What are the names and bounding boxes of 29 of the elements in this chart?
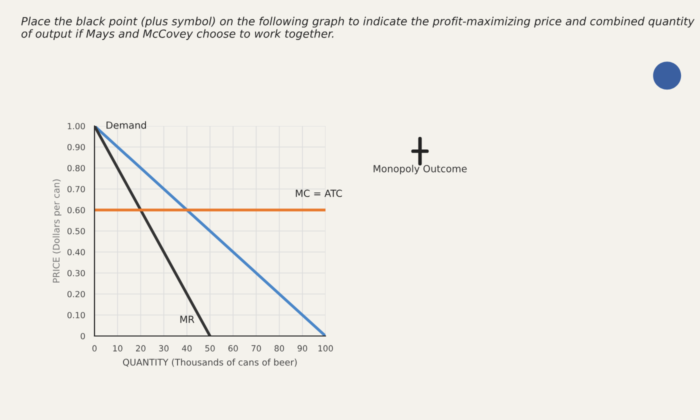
y-tick-label: 1.00 <box>68 122 85 130</box>
y-tick-label: 0.40 <box>67 248 85 256</box>
y-tick-label: 0.80 <box>67 164 85 172</box>
x-tick-label: 10 <box>113 345 122 352</box>
x-tick-label: 60 <box>228 345 238 352</box>
text: Monopoly Outcome <box>374 164 467 174</box>
x-tick-label: 20 <box>136 345 146 352</box>
series-label: Demand <box>106 121 146 129</box>
y-tick-label: 0.90 <box>67 144 85 150</box>
x-tick-label: 30 <box>159 345 169 352</box>
x-tick-label: 50 <box>205 345 215 352</box>
y-tick-label: 0.20 <box>67 290 85 298</box>
y-tick-label: 0.50 <box>67 228 85 234</box>
series-label: MR <box>180 316 194 323</box>
y-tick-label: 0.30 <box>67 270 85 276</box>
y-tick-label: 0 <box>80 332 85 340</box>
x-tick-label: 40 <box>182 345 192 352</box>
x-tick-label: 80 <box>274 345 284 352</box>
x-tick-label: 90 <box>298 345 308 352</box>
y-axis-title: PRICE (Dollars per can) <box>52 179 62 282</box>
series-label: MC = ATC <box>296 190 342 198</box>
y-tick-label: 0.70 <box>67 186 85 192</box>
x-axis-title: QUANTITY (Thousands of cans of beer) <box>123 358 297 367</box>
text: Place the black point (plus symbol) on the following graph to indicate the profit-maximizing price and combined quantity of output if Mays and McCovey choose to work together. <box>21 16 695 40</box>
x-tick-label: 70 <box>252 345 261 352</box>
y-tick-label: 0.10 <box>67 312 85 318</box>
x-tick-label: 100 <box>318 345 333 352</box>
x-tick-label: 0 <box>92 345 97 352</box>
y-tick-label: 0.60 <box>67 206 85 214</box>
